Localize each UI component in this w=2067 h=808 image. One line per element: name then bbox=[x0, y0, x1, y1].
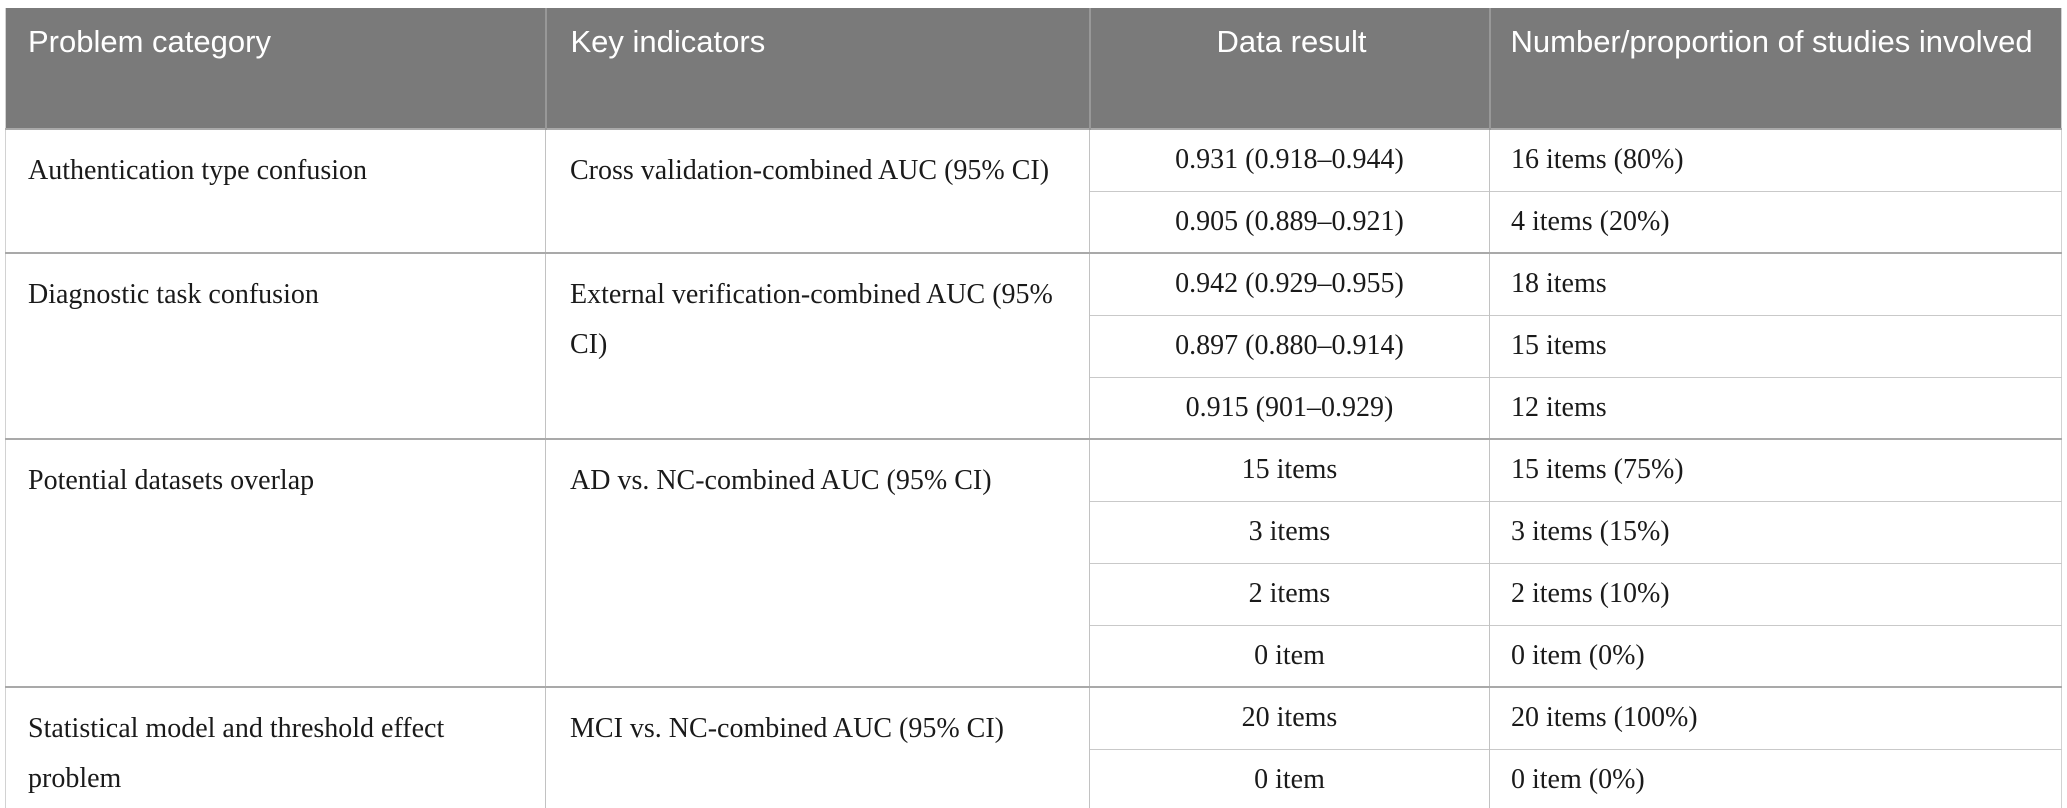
table-row: Potential datasets overlap AD vs. NC-comb… bbox=[5, 438, 2062, 687]
table-row: 0.915 (901–0.929) 12 items bbox=[6, 376, 2062, 439]
table-row: 0.897 (0.880–0.914) 15 items bbox=[6, 314, 2062, 377]
key-indicator-cell: AD vs. NC-combined AUC (95% CI) bbox=[545, 438, 1090, 687]
studies-count-cell: 0 item (0%) bbox=[1489, 748, 2062, 808]
problem-category-cell: Statistical model and threshold effect p… bbox=[5, 686, 546, 808]
data-result-cell: 0.931 (0.918–0.944) bbox=[1089, 128, 1490, 191]
data-result-cell: 2 items bbox=[1089, 562, 1490, 625]
studies-count-cell: 16 items (80%) bbox=[1489, 128, 2062, 191]
col-header-problem-category: Problem category bbox=[5, 8, 547, 129]
col-header-data-result: Data result bbox=[1089, 8, 1491, 129]
table-row: Authentication type confusion Cross valid… bbox=[5, 128, 2062, 253]
studies-count-cell: 18 items bbox=[1489, 252, 2062, 315]
studies-count-cell: 0 item (0%) bbox=[1489, 624, 2062, 687]
data-result-cell: 20 items bbox=[1089, 686, 1490, 749]
table-row: 3 items 3 items (15%) bbox=[6, 500, 2062, 563]
studies-count-cell: 4 items (20%) bbox=[1489, 190, 2062, 253]
data-result-cell: 0.897 (0.880–0.914) bbox=[1089, 314, 1490, 377]
header-row: Problem category Key indicators Data res… bbox=[5, 8, 2062, 129]
table-row: Diagnostic task confusion External verifi… bbox=[5, 252, 2062, 439]
studies-table: Problem category Key indicators Data res… bbox=[5, 8, 2062, 808]
table-row: Statistical model and threshold effect p… bbox=[5, 686, 2062, 808]
col-header-key-indicators: Key indicators bbox=[545, 8, 1091, 129]
studies-count-cell: 2 items (10%) bbox=[1489, 562, 2062, 625]
col-header-number-proportion: Number/proportion of studies involved bbox=[1489, 8, 2062, 129]
studies-count-cell: 15 items (75%) bbox=[1489, 438, 2062, 501]
problem-category-cell: Potential datasets overlap bbox=[5, 438, 546, 687]
studies-count-cell: 3 items (15%) bbox=[1489, 500, 2062, 563]
data-result-cell: 3 items bbox=[1089, 500, 1490, 563]
table-row: 0.905 (0.889–0.921) 4 items (20%) bbox=[6, 190, 2062, 253]
data-result-cell: 15 items bbox=[1089, 438, 1490, 501]
data-result-cell: 0.905 (0.889–0.921) bbox=[1089, 190, 1490, 253]
studies-count-cell: 20 items (100%) bbox=[1489, 686, 2062, 749]
studies-count-cell: 15 items bbox=[1489, 314, 2062, 377]
key-indicator-cell: Cross validation-combined AUC (95% CI) bbox=[545, 128, 1090, 253]
table-row: 0 item 0 item (0%) bbox=[6, 748, 2062, 808]
problem-category-cell: Diagnostic task confusion bbox=[5, 252, 546, 439]
data-result-cell: 0 item bbox=[1089, 624, 1490, 687]
data-result-cell: 0.915 (901–0.929) bbox=[1089, 376, 1490, 439]
table-row: 0 item 0 item (0%) bbox=[6, 624, 2062, 687]
data-result-cell: 0 item bbox=[1089, 748, 1490, 808]
table-header: Problem category Key indicators Data res… bbox=[5, 8, 2062, 129]
studies-count-cell: 12 items bbox=[1489, 376, 2062, 439]
key-indicator-cell: MCI vs. NC-combined AUC (95% CI) bbox=[545, 686, 1090, 808]
table-row: 2 items 2 items (10%) bbox=[6, 562, 2062, 625]
data-result-cell: 0.942 (0.929–0.955) bbox=[1089, 252, 1490, 315]
problem-category-cell: Authentication type confusion bbox=[5, 128, 546, 253]
key-indicator-cell: External verification-combined AUC (95% … bbox=[545, 252, 1090, 439]
table-body: Authentication type confusion Cross valid… bbox=[5, 128, 2062, 808]
